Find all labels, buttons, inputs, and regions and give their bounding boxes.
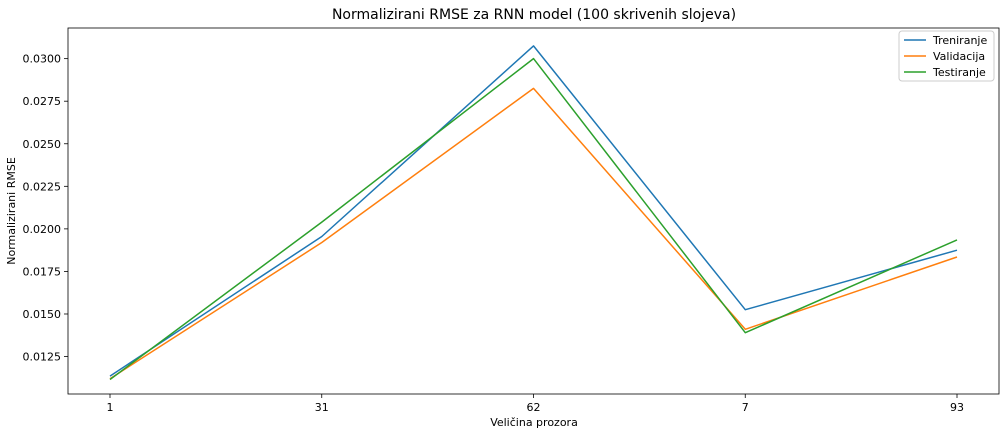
y-axis: 0.0125 0.0150 0.0175 0.0200 0.0225 0.0250 0.02… [23,53,68,364]
x-axis: 1 31 62 7 93 [107,394,964,414]
legend-label: Testiranje [932,66,986,79]
y-tick-label: 0.0275 [23,95,62,108]
x-tick-label: 1 [107,401,114,414]
legend-box [898,30,995,82]
series-line-testiranje [109,57,958,381]
y-tick-label: 0.0175 [23,265,62,278]
y-axis-label: Normalizirani RMSE [5,157,18,265]
x-tick-label: 93 [950,401,964,414]
x-tick-label: 62 [527,401,541,414]
series-line-validacija [109,87,958,380]
x-tick-label: 31 [315,401,329,414]
y-tick-label: 0.0200 [23,223,62,236]
y-tick-label: 0.0150 [23,308,62,321]
legend-label: Validacija [933,50,985,63]
series-line-treniranje [109,45,958,377]
plot-frame [67,27,1000,395]
y-tick-label: 0.0300 [23,53,62,66]
plot-area [67,27,1000,395]
x-axis-label: Veličina prozora [490,416,578,429]
y-tick-label: 0.0250 [23,138,62,151]
y-tick-label: 0.0225 [23,180,62,193]
chart-title: Normalizirani RMSE za RNN model (100 skr… [332,7,736,23]
legend: Treniranje Validacija Testiranje [898,30,995,82]
legend-label: Treniranje [932,34,987,47]
y-tick-label: 0.0125 [23,351,62,364]
x-tick-label: 7 [742,401,749,414]
